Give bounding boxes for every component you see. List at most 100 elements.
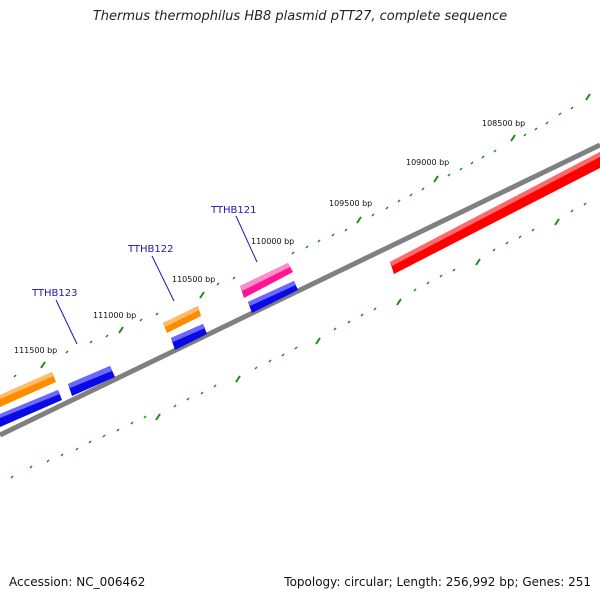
- bp-label-111500: 111500 bp: [14, 346, 57, 355]
- tick: [40, 361, 46, 369]
- feature-orange-tthb122[interactable]: [163, 306, 201, 333]
- accession-text: Accession: NC_006462: [9, 575, 146, 589]
- tick: [88, 440, 92, 444]
- tick: [317, 239, 321, 243]
- tick: [186, 397, 190, 401]
- tick: [426, 281, 430, 285]
- tick: [447, 173, 451, 177]
- tick: [531, 228, 535, 232]
- tick: [89, 340, 93, 344]
- tick: [116, 428, 120, 432]
- bp-label-109000: 109000 bp: [406, 158, 449, 167]
- tick: [385, 206, 389, 210]
- cds-tthb122[interactable]: [171, 324, 207, 350]
- tick: [570, 209, 574, 213]
- tick: [155, 413, 161, 421]
- tick: [155, 312, 159, 316]
- bp-label-110500: 110500 bp: [172, 275, 215, 284]
- tick: [481, 155, 485, 159]
- tick: [475, 258, 481, 266]
- bp-label-109500: 109500 bp: [329, 199, 372, 208]
- tick: [356, 216, 362, 224]
- backbone-line: [0, 142, 600, 438]
- tick: [493, 149, 497, 153]
- tick: [213, 384, 217, 388]
- cds-left-edge[interactable]: [0, 390, 62, 427]
- tick: [505, 241, 509, 245]
- tick: [294, 346, 298, 350]
- tick: [347, 320, 351, 324]
- tick: [360, 313, 364, 317]
- tick: [409, 193, 413, 197]
- tick: [315, 337, 321, 345]
- feature-pink-tthb121[interactable]: [240, 263, 293, 298]
- tick: [421, 187, 425, 191]
- tick: [433, 175, 439, 183]
- map-title: Thermus thermophilus HB8 plasmid pTT27, …: [92, 9, 508, 24]
- tick: [65, 350, 69, 354]
- tick: [452, 268, 456, 272]
- gene-label-tthb122: TTHB122: [127, 244, 174, 255]
- tick: [102, 434, 106, 438]
- gene-leader-tthb121: [235, 215, 258, 263]
- tick: [235, 375, 241, 383]
- tick: [333, 327, 337, 331]
- outer-tick-track: [13, 93, 591, 378]
- tick: [200, 391, 204, 395]
- tick: [371, 213, 375, 217]
- tick: [232, 276, 236, 280]
- tick: [281, 353, 285, 357]
- tick: [254, 366, 258, 370]
- tick: [523, 133, 527, 137]
- tick: [60, 453, 64, 457]
- tick: [534, 127, 538, 131]
- gene-leader-tthb122: [151, 255, 175, 302]
- tick: [470, 161, 474, 165]
- topology-text: Topology: circular; Length: 256,992 bp; …: [284, 575, 591, 589]
- tick: [459, 167, 463, 171]
- tick: [305, 245, 309, 249]
- tick: [492, 248, 496, 252]
- tick: [173, 404, 177, 408]
- gene-label-tthb121: TTHB121: [210, 205, 257, 216]
- tick: [268, 359, 272, 363]
- tick: [46, 459, 50, 463]
- tick: [331, 233, 335, 237]
- tick: [397, 199, 401, 203]
- tick: [373, 307, 377, 311]
- tick: [558, 112, 562, 116]
- inner-tick-track: [10, 202, 587, 479]
- tick: [199, 291, 205, 299]
- tick: [545, 121, 549, 125]
- tick: [510, 134, 516, 142]
- tick: [439, 274, 443, 278]
- tick: [118, 326, 124, 334]
- tick: [105, 334, 109, 338]
- cds-tthb121[interactable]: [248, 281, 298, 313]
- feature-orange-left[interactable]: [0, 372, 56, 407]
- tick: [75, 447, 79, 451]
- tick: [10, 475, 14, 479]
- tick: [139, 318, 143, 322]
- feature-red[interactable]: [390, 152, 600, 274]
- cds-tthb123[interactable]: [68, 366, 115, 396]
- tick: [396, 298, 402, 306]
- tick: [13, 374, 17, 378]
- bp-label-108500: 108500 bp: [482, 119, 525, 128]
- bp-label-111000: 111000 bp: [93, 311, 136, 320]
- gene-label-tthb123: TTHB123: [31, 288, 78, 299]
- tick: [130, 421, 134, 425]
- tick: [554, 218, 560, 226]
- tick: [570, 106, 574, 110]
- tick: [344, 228, 348, 232]
- tick: [29, 465, 33, 469]
- bp-label-110000: 110000 bp: [251, 237, 294, 246]
- tick: [413, 288, 417, 292]
- tick: [585, 93, 591, 101]
- tick: [216, 282, 220, 286]
- tick: [143, 415, 147, 419]
- tick: [518, 235, 522, 239]
- gene-leader-tthb123: [55, 299, 78, 345]
